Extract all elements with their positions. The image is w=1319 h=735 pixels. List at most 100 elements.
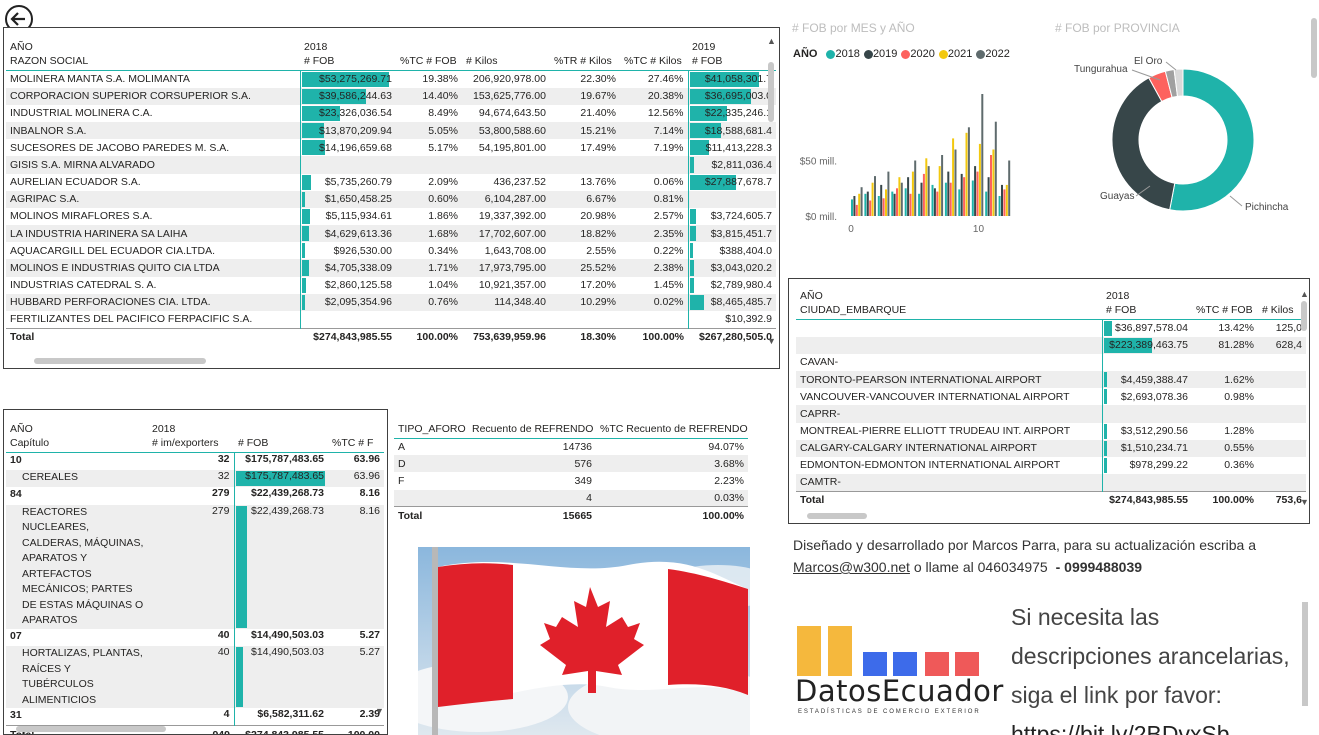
bar-2021-10[interactable] [978, 143, 981, 216]
horizontal-scrollbar[interactable] [16, 726, 166, 732]
bar-2020-6[interactable] [922, 173, 925, 216]
scroll-up-arrow[interactable]: ▲ [767, 36, 776, 46]
scroll-down-arrow[interactable]: ▼ [375, 706, 384, 716]
ciudad-cell: CALGARY-CALGARY INTERNATIONAL AIRPORT [796, 439, 1102, 457]
bar-2022-3[interactable] [887, 171, 890, 216]
matrix-razon-social: AÑO 2018 2019 RAZON SOCIAL # FOB %TC # FOB # … [3, 27, 780, 369]
bar-2020-1[interactable] [855, 204, 858, 216]
bar-2018-9[interactable] [958, 189, 961, 216]
data-bar [1103, 440, 1107, 456]
fob-value-cell: $4,629,613.36 [299, 225, 396, 243]
bar-2020-3[interactable] [882, 198, 885, 216]
bar-2019-7[interactable] [933, 188, 936, 216]
bar-2020-7[interactable] [936, 191, 939, 216]
bar-2021-2[interactable] [871, 182, 874, 216]
bar-2021-12[interactable] [1005, 184, 1008, 216]
bar-2020-2[interactable] [869, 200, 872, 217]
bar-2019-6[interactable] [920, 182, 923, 216]
bar-2021-9[interactable] [965, 132, 968, 216]
bar-2018-3[interactable] [877, 196, 880, 216]
legend-item-label: 2021 [947, 48, 973, 60]
bar-2021-11[interactable] [992, 149, 995, 217]
bar-2020-8[interactable] [949, 182, 952, 216]
bar-2021-5[interactable] [911, 171, 914, 216]
bar-2020-11[interactable] [990, 155, 992, 216]
bar-2019-5[interactable] [907, 177, 910, 216]
column-header: 2018 [152, 423, 176, 436]
vertical-scrollbar[interactable] [1301, 301, 1307, 331]
value-cell: 0.36% [1224, 459, 1254, 472]
bar-2022-12[interactable] [1008, 160, 1011, 217]
ciudad-cell: EDMONTON-EDMONTON INTERNATIONAL AIRPORT [800, 459, 1061, 472]
capitulo-cell: 10 [10, 453, 22, 466]
bar-2020-12[interactable] [1003, 189, 1006, 216]
y-tick-label: $0 mill. [805, 212, 837, 223]
bar-2022-1[interactable] [860, 187, 863, 216]
slice-otros[interactable] [1173, 68, 1184, 97]
vertical-scrollbar[interactable] [768, 62, 774, 122]
data-bar [689, 88, 752, 104]
capitulo-cell: REACTORES NUCLEARES, CALDERAS, MÁQUINAS,… [6, 504, 148, 629]
bar-2018-4[interactable] [891, 191, 894, 216]
fob-value: $22,439,268.73 [251, 504, 324, 517]
bar-2018-8[interactable] [944, 182, 947, 216]
scroll-down-arrow[interactable]: ▼ [1300, 497, 1309, 507]
table-row: CALGARY-CALGARY INTERNATIONAL AIRPORT $1,… [796, 439, 1306, 457]
bar-2019-4[interactable] [893, 193, 896, 216]
scroll-down-arrow[interactable]: ▼ [767, 336, 776, 346]
bar-2019-11[interactable] [987, 177, 990, 216]
bar-2018-11[interactable] [985, 191, 988, 216]
bar-2021-6[interactable] [925, 158, 928, 216]
bar-2018-1[interactable] [851, 199, 853, 216]
bar-2022-7[interactable] [941, 155, 944, 216]
bar-2020-9[interactable] [963, 177, 966, 216]
bar-2022-5[interactable] [914, 160, 917, 217]
fob-value-cell: $27,887,678.7 [687, 173, 776, 191]
ciudad-cell: TORONTO-PEARSON INTERNATIONAL AIRPORT [796, 370, 1102, 389]
fob-value-cell: $39,586,244.63 [299, 87, 396, 105]
aranceles-link[interactable]: https://bit.ly/2BDvxSb [1011, 721, 1230, 735]
horizontal-scrollbar[interactable] [34, 358, 206, 364]
bar-2018-12[interactable] [998, 196, 1001, 216]
value-cell: 0.06% [653, 176, 684, 189]
bar-2022-11[interactable] [994, 121, 997, 216]
bar-2022-4[interactable] [900, 182, 903, 216]
bar-2020-10[interactable] [976, 171, 979, 216]
bar-2021-3[interactable] [885, 189, 887, 216]
fob-value: $3,724,605.7 [710, 210, 772, 223]
bar-2022-2[interactable] [874, 176, 876, 216]
bar-2019-12[interactable] [1001, 184, 1003, 216]
value-cell: 15.21% [550, 121, 620, 140]
bar-2019-9[interactable] [960, 173, 963, 216]
bar-2018-6[interactable] [918, 193, 921, 216]
bar-2021-7[interactable] [938, 166, 941, 216]
bar-2020-5[interactable] [909, 193, 912, 216]
bar-2022-8[interactable] [954, 149, 957, 217]
slice-pichincha[interactable] [1169, 68, 1255, 212]
horizontal-scrollbar[interactable] [807, 513, 867, 519]
email-link[interactable]: Marcos@w300.net [793, 559, 910, 575]
bar-2021-8[interactable] [952, 138, 955, 216]
bar-2020-4[interactable] [896, 188, 898, 216]
slice-guayas[interactable] [1111, 77, 1176, 211]
bar-2018-10[interactable] [971, 180, 974, 217]
bar-2021-4[interactable] [898, 177, 901, 216]
bar-2019-1[interactable] [853, 196, 856, 216]
total-cell: Total [796, 490, 1102, 509]
bar-2018-5[interactable] [904, 188, 907, 216]
bar-2019-10[interactable] [974, 166, 977, 216]
bar-2018-2[interactable] [864, 193, 867, 216]
bar-2022-10[interactable] [981, 94, 984, 216]
bar-2021-1[interactable] [858, 193, 861, 216]
scroll-up-arrow[interactable]: ▲ [1300, 289, 1309, 299]
bar-2019-2[interactable] [866, 191, 869, 216]
bar-2019-3[interactable] [880, 184, 883, 216]
page-scrollbar-top[interactable] [1311, 18, 1317, 78]
bar-2022-9[interactable] [967, 127, 970, 216]
page-scrollbar-bottom[interactable] [1302, 602, 1308, 706]
bar-2018-7[interactable] [931, 184, 934, 216]
legend-dot [901, 49, 911, 59]
bar-2022-6[interactable] [927, 166, 930, 216]
value-cell [396, 311, 462, 328]
bar-2019-8[interactable] [947, 171, 950, 216]
